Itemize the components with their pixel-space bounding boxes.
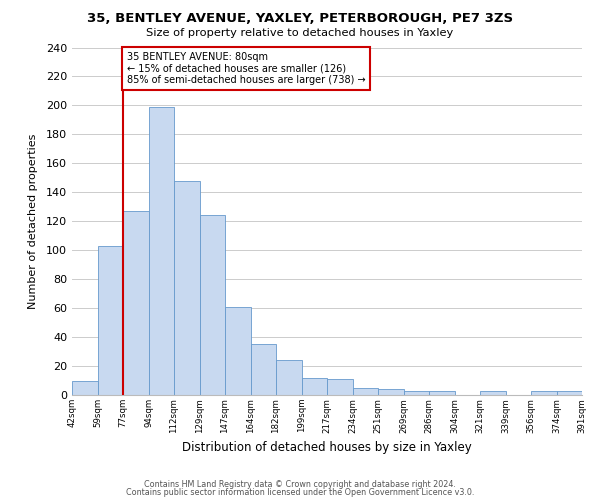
Bar — [353, 388, 378, 395]
Bar — [429, 390, 455, 395]
Bar — [97, 246, 123, 395]
Text: 35, BENTLEY AVENUE, YAXLEY, PETERBOROUGH, PE7 3ZS: 35, BENTLEY AVENUE, YAXLEY, PETERBOROUGH… — [87, 12, 513, 26]
X-axis label: Distribution of detached houses by size in Yaxley: Distribution of detached houses by size … — [182, 441, 472, 454]
Bar — [480, 390, 505, 395]
Bar — [123, 211, 149, 395]
Bar — [327, 379, 353, 395]
Bar — [174, 180, 199, 395]
Bar — [302, 378, 327, 395]
Bar — [531, 390, 557, 395]
Bar — [72, 380, 97, 395]
Bar — [404, 390, 429, 395]
Y-axis label: Number of detached properties: Number of detached properties — [28, 134, 38, 309]
Bar — [251, 344, 276, 395]
Bar — [276, 360, 302, 395]
Bar — [225, 306, 251, 395]
Bar — [378, 389, 404, 395]
Text: Contains HM Land Registry data © Crown copyright and database right 2024.: Contains HM Land Registry data © Crown c… — [144, 480, 456, 489]
Bar — [149, 107, 174, 395]
Text: Size of property relative to detached houses in Yaxley: Size of property relative to detached ho… — [146, 28, 454, 38]
Bar — [557, 390, 582, 395]
Bar — [199, 216, 225, 395]
Text: Contains public sector information licensed under the Open Government Licence v3: Contains public sector information licen… — [126, 488, 474, 497]
Text: 35 BENTLEY AVENUE: 80sqm
← 15% of detached houses are smaller (126)
85% of semi-: 35 BENTLEY AVENUE: 80sqm ← 15% of detach… — [127, 52, 365, 85]
